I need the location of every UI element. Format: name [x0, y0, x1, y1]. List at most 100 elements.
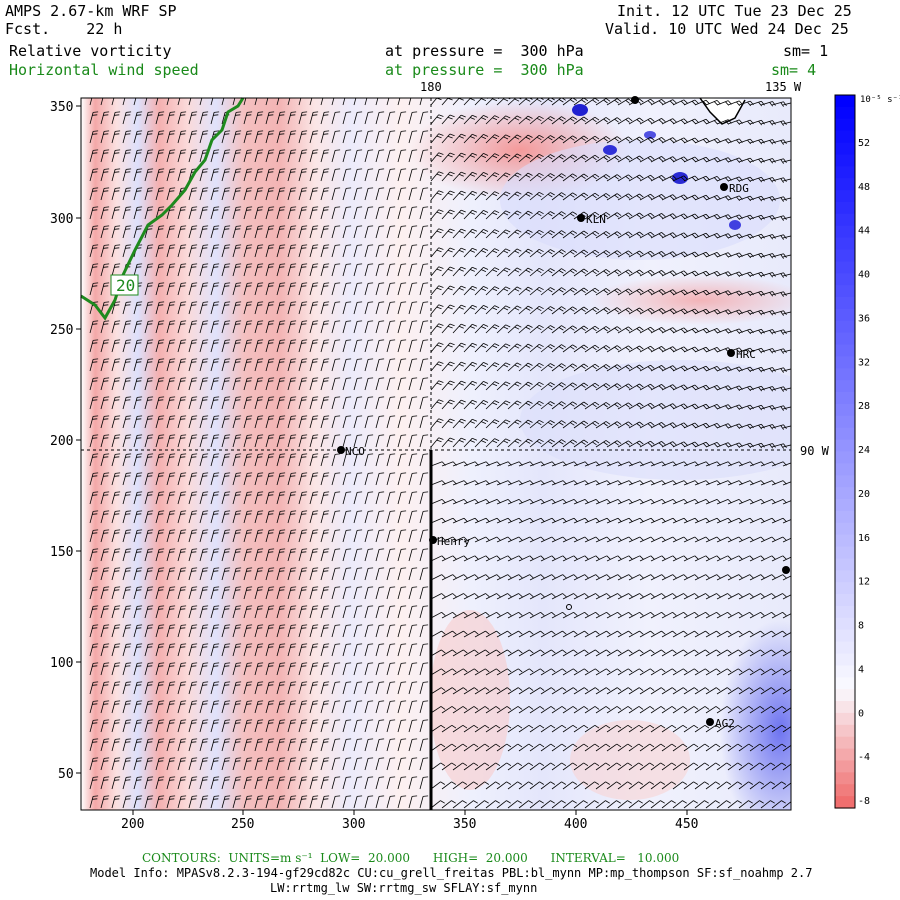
wind-barb-feather: [474, 517, 479, 523]
wind-barb: [199, 264, 204, 277]
wind-barb-feather: [583, 116, 589, 121]
wind-barb: [276, 283, 281, 296]
wind-barb: [166, 283, 171, 296]
wind-barb: [683, 137, 696, 144]
wind-barb: [617, 326, 629, 334]
wind-barb: [298, 131, 303, 144]
wind-barb-feather: [324, 168, 330, 170]
wind-barb-feather: [772, 348, 776, 353]
wind-barb: [309, 359, 314, 372]
wind-barb-feather: [691, 177, 696, 182]
wind-barb: [188, 606, 193, 619]
wind-barb: [89, 264, 94, 277]
wind-barb: [100, 473, 105, 486]
wind-barb-feather: [401, 111, 407, 113]
wind-barb: [111, 359, 116, 372]
wind-barb-feather: [658, 328, 663, 333]
wind-barb: [133, 169, 138, 182]
wind-barb-feather: [592, 384, 597, 389]
wind-barb: [518, 419, 529, 429]
wind-barb-feather: [583, 439, 589, 444]
wind-barb-feather: [683, 403, 688, 408]
wind-barb: [760, 593, 772, 600]
wind-barb-feather: [584, 612, 589, 616]
wind-barb-feather: [780, 216, 784, 221]
wind-barb: [430, 171, 440, 182]
wind-barb: [771, 611, 783, 619]
wind-barb-feather: [93, 491, 99, 493]
wind-barb-feather: [703, 424, 707, 429]
wind-barb-feather: [169, 304, 175, 306]
wind-barb-feather: [529, 536, 534, 541]
wind-barb-feather: [268, 608, 274, 610]
wind-barb-feather: [158, 342, 164, 344]
wind-barb-feather: [137, 301, 143, 303]
wind-barb-feather: [794, 556, 798, 560]
wind-barb: [276, 549, 281, 562]
wind-barb: [298, 98, 302, 106]
wind-barb-feather: [694, 536, 699, 541]
wind-barb-feather: [503, 364, 509, 368]
wind-barb-feather: [368, 130, 374, 132]
wind-barb: [639, 307, 651, 315]
wind-barb-feather: [213, 96, 218, 97]
wind-barb-feather: [269, 453, 275, 455]
wind-barb: [639, 231, 651, 239]
wind-barb-feather: [104, 282, 110, 284]
wind-barb-feather: [125, 133, 131, 135]
wind-barb-feather: [115, 434, 121, 436]
wind-barb: [320, 283, 325, 296]
wind-barb-feather: [636, 252, 641, 256]
wind-barb: [496, 172, 506, 182]
wind-barb-feather: [390, 282, 396, 284]
wind-barb-feather: [680, 309, 685, 314]
wind-barb: [309, 150, 314, 163]
wind-barb-feather: [605, 231, 611, 235]
wind-barb: [265, 283, 270, 296]
wind-barb-feather: [114, 589, 120, 591]
wind-barb-feather: [603, 232, 608, 237]
wind-barb-feather: [224, 228, 230, 230]
wind-barb-feather: [280, 529, 286, 531]
wind-barb: [672, 232, 684, 239]
wind-barb-feather: [290, 152, 296, 154]
wind-barb: [474, 191, 484, 201]
wind-barb-feather: [795, 235, 798, 239]
wind-barb: [661, 270, 673, 277]
wind-barb: [441, 593, 453, 600]
wind-barb-feather: [390, 396, 396, 398]
wind-barb: [265, 454, 270, 467]
wind-barb-feather: [761, 291, 765, 296]
wind-barb: [364, 454, 369, 467]
wind-barb-feather: [550, 382, 555, 386]
wind-barb-feather: [268, 342, 274, 344]
wind-barb-feather: [449, 437, 455, 441]
wind-barb-feather: [616, 155, 622, 159]
wind-barb: [188, 473, 193, 486]
wind-barb-feather: [572, 420, 578, 424]
wind-barb: [254, 188, 259, 201]
wind-barb: [738, 309, 751, 315]
wind-barb-feather: [650, 98, 655, 103]
wind-barb-feather: [581, 365, 586, 369]
wind-barb: [705, 423, 718, 429]
wind-barb-feather: [401, 377, 407, 379]
wind-barb-feather: [192, 396, 198, 398]
wind-barb: [540, 480, 553, 486]
wind-barb-feather: [761, 329, 765, 334]
wind-barb: [111, 606, 116, 619]
wind-barb-feather: [312, 361, 318, 363]
wind-barb: [727, 309, 740, 315]
wind-barb-feather: [561, 230, 566, 234]
wind-barb-feather: [170, 320, 176, 322]
wind-barb-feather: [561, 268, 566, 272]
wind-barb-feather: [639, 593, 644, 598]
wind-barb: [166, 112, 171, 125]
wind-barb-feather: [683, 327, 688, 332]
wind-barb: [540, 363, 551, 372]
wind-barb: [408, 131, 413, 144]
wind-barb-feather: [137, 491, 143, 493]
wind-barb: [243, 98, 247, 106]
wind-barb: [595, 364, 607, 372]
wind-barb: [771, 158, 784, 163]
